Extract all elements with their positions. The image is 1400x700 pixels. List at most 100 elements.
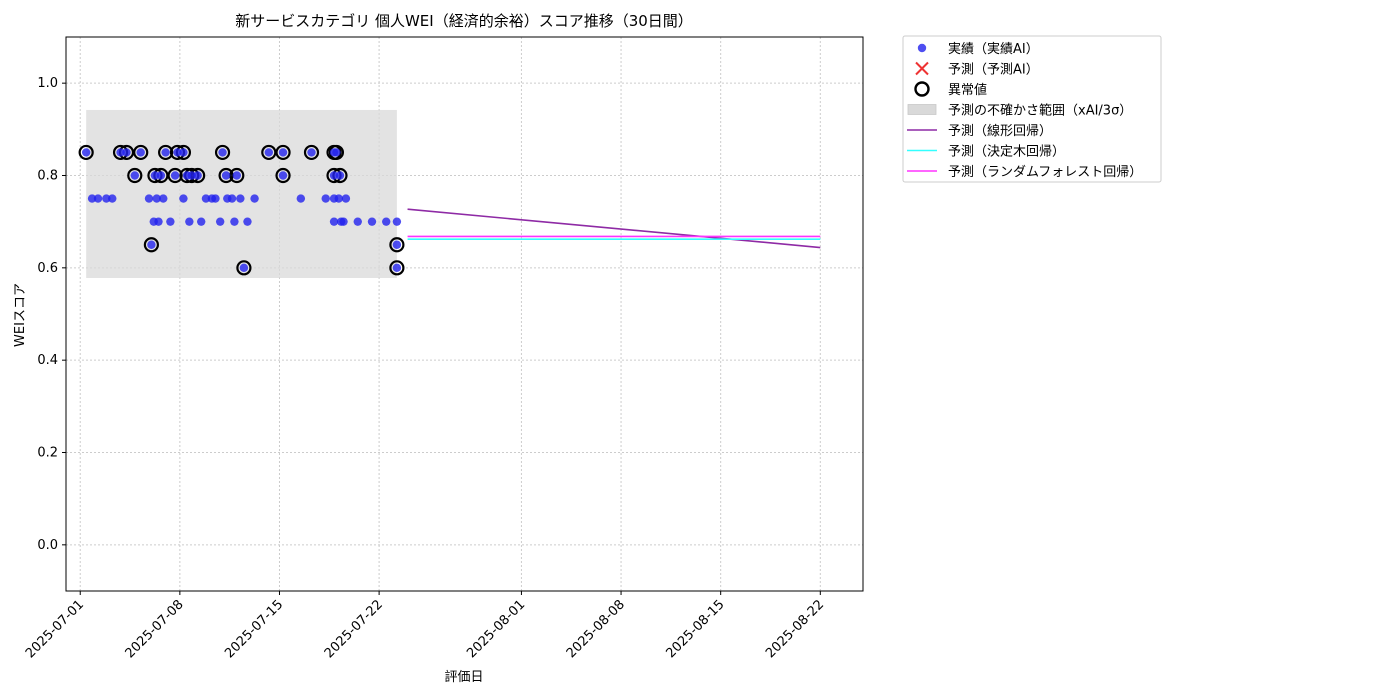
legend-label-tree: 予測（決定木回帰）	[948, 144, 1065, 160]
x-tick-label: 2025-07-15	[222, 597, 286, 661]
actual-point	[278, 148, 288, 157]
actual-point	[166, 217, 175, 226]
legend-label-linear: 予測（線形回帰）	[948, 123, 1052, 139]
actual-point	[232, 171, 241, 180]
actual-point	[321, 194, 330, 203]
actual-point	[102, 194, 111, 203]
actual-point	[278, 171, 288, 180]
anomaly-point	[389, 237, 405, 253]
actual-point	[179, 194, 188, 203]
actual-point	[332, 148, 341, 157]
actual-point	[353, 217, 362, 226]
anomaly-point	[261, 144, 277, 161]
y-tick-label: 0.4	[37, 353, 58, 368]
actual-point	[144, 194, 154, 203]
x-tick-label: 2025-08-22	[763, 597, 827, 661]
actual-point	[334, 194, 343, 203]
actual-point	[264, 148, 274, 157]
anomaly-point	[303, 144, 320, 161]
actual-point	[152, 194, 161, 203]
actual-point	[193, 171, 202, 180]
actual-point	[392, 240, 402, 249]
anomaly-point	[143, 237, 159, 253]
actual-point	[250, 194, 259, 203]
actual-point	[243, 217, 252, 226]
actual-point	[236, 194, 245, 203]
x-tick-label: 2025-08-08	[564, 597, 628, 661]
y-tick-label: 0.6	[37, 261, 58, 276]
actual-point	[156, 171, 166, 180]
actual-point	[87, 194, 97, 203]
x-axis-label: 評価日	[444, 670, 483, 685]
actual-point	[211, 194, 220, 203]
actual-point	[367, 217, 377, 226]
y-tick-label: 1.0	[37, 76, 58, 91]
actual-point	[150, 171, 160, 180]
x-tick-label: 2025-07-01	[23, 597, 87, 661]
actual-point	[161, 148, 170, 157]
legend-marker-actual	[917, 43, 927, 53]
legend-marker-predicted	[915, 61, 929, 76]
legend-marker-band	[907, 104, 937, 115]
legend-label-actual: 実績（実績AI）	[948, 41, 1039, 57]
actual-point	[122, 148, 131, 157]
actual-point	[239, 263, 249, 273]
anomaly-point	[236, 260, 252, 276]
actual-point	[296, 194, 306, 203]
y-tick-label: 0.0	[37, 538, 58, 553]
anomaly-point	[127, 167, 143, 184]
actual-point	[230, 217, 239, 226]
legend-marker-anomaly	[914, 81, 930, 97]
actual-point	[227, 194, 237, 203]
actual-point	[136, 148, 145, 157]
y-axis-label: WEIスコア	[13, 283, 28, 347]
actual-point	[329, 171, 339, 180]
anomaly-point	[275, 167, 291, 184]
actual-point	[108, 194, 117, 203]
anomaly-point	[389, 260, 405, 276]
actual-point	[382, 217, 391, 226]
actual-point	[218, 148, 227, 157]
legend-label-forest: 予測（ランダムフォレスト回帰）	[948, 164, 1142, 180]
actual-point	[341, 194, 351, 203]
uncertainty-band	[86, 109, 397, 278]
actual-point	[329, 217, 339, 226]
x-tick-label: 2025-08-01	[464, 597, 528, 661]
actual-point	[81, 148, 91, 157]
actual-point	[173, 148, 182, 157]
actual-point	[201, 194, 211, 203]
actual-point	[154, 217, 163, 226]
actual-point	[170, 171, 180, 180]
actual-point	[130, 171, 139, 180]
x-tick-label: 2025-08-15	[663, 597, 727, 661]
legend-label-anomaly: 異常値	[948, 82, 987, 98]
legend-label-band: 予測の不確かさ範囲（xAI/3σ）	[948, 103, 1132, 119]
y-tick-label: 0.2	[37, 446, 58, 461]
actual-point	[339, 217, 348, 226]
anomaly-point	[133, 144, 149, 161]
prediction-line-linear	[407, 208, 821, 249]
actual-point	[197, 217, 206, 226]
actual-point	[159, 194, 168, 203]
anomaly-point	[214, 144, 231, 161]
plot-frame	[65, 36, 864, 592]
actual-point	[185, 217, 194, 226]
chart-title: 新サービスカテゴリ 個人WEI（経済的余裕）スコア推移（30日間）	[235, 12, 693, 30]
actual-point	[93, 194, 103, 203]
y-tick-label: 0.8	[37, 169, 58, 184]
actual-point	[221, 171, 231, 180]
legend-frame	[902, 35, 1162, 183]
anomaly-point	[275, 144, 291, 161]
anomaly-point	[167, 167, 183, 184]
x-tick-label: 2025-07-08	[123, 597, 187, 661]
actual-point	[392, 263, 402, 273]
actual-point	[179, 148, 188, 157]
actual-point	[187, 171, 196, 180]
actual-point	[215, 217, 225, 226]
actual-point	[335, 171, 345, 180]
legend-label-predicted: 予測（予測AI）	[948, 63, 1039, 78]
actual-point	[392, 217, 402, 226]
anomaly-point	[78, 144, 94, 161]
actual-point	[307, 148, 316, 157]
